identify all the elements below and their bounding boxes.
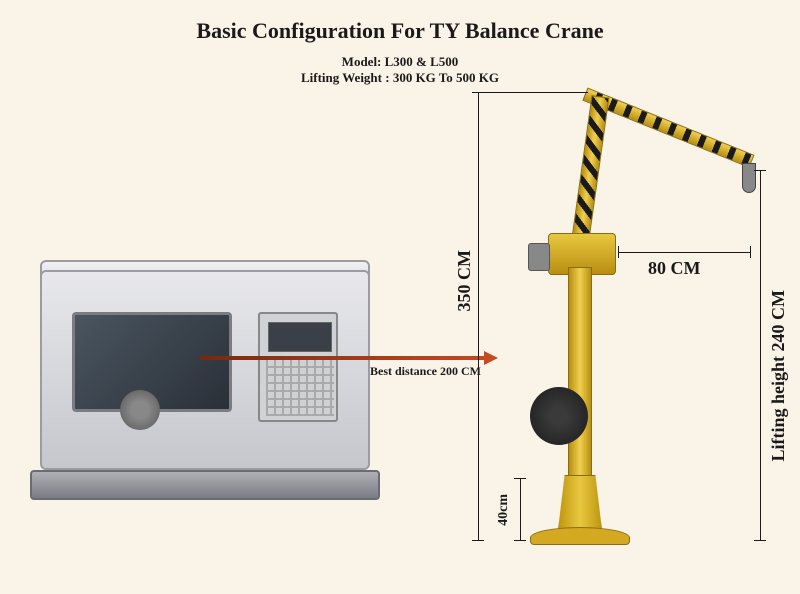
dim-label-total-height: 350 CM xyxy=(454,250,475,312)
dim-tick xyxy=(514,478,526,479)
best-distance-label: Best distance 200 CM xyxy=(370,364,481,379)
dim-line-jib-reach xyxy=(618,252,750,253)
balance-crane xyxy=(490,95,750,545)
dim-tick xyxy=(618,246,619,258)
crane-counterweight-icon xyxy=(530,387,588,445)
crane-hook-icon xyxy=(742,163,756,193)
dim-line-lifting-height xyxy=(760,170,761,540)
dim-label-jib-reach: 80 CM xyxy=(648,258,701,279)
crane-base-plate xyxy=(530,527,630,545)
machine-viewing-window xyxy=(72,312,232,412)
control-panel xyxy=(258,312,338,422)
model-label: Model: L300 & L500 xyxy=(0,54,800,70)
dim-guide-line xyxy=(478,92,588,93)
dim-line-total-height xyxy=(478,92,479,540)
machine-body xyxy=(40,270,370,470)
cnc-machine xyxy=(30,260,390,500)
best-distance-arrow xyxy=(200,356,490,360)
page-title: Basic Configuration For TY Balance Crane xyxy=(0,18,800,44)
dim-label-base-clearance: 40cm xyxy=(496,494,512,526)
crane-main-arm xyxy=(572,95,609,236)
panel-button-grid xyxy=(266,358,334,416)
lathe-chuck-icon xyxy=(120,390,160,430)
dim-line-base-clearance xyxy=(520,478,521,540)
panel-screen xyxy=(268,322,332,352)
dim-tick xyxy=(514,540,526,541)
crane-pedestal xyxy=(558,475,602,530)
dim-tick xyxy=(472,540,484,541)
crane-motor-side xyxy=(528,243,550,271)
dim-label-lifting-height: Lifting height 240 CM xyxy=(768,290,789,462)
dim-tick xyxy=(754,540,766,541)
dim-tick xyxy=(754,170,766,171)
machine-base xyxy=(30,470,380,500)
crane-column xyxy=(568,267,592,477)
lifting-weight-label: Lifting Weight : 300 KG To 500 KG xyxy=(0,70,800,86)
dim-tick xyxy=(750,246,751,258)
